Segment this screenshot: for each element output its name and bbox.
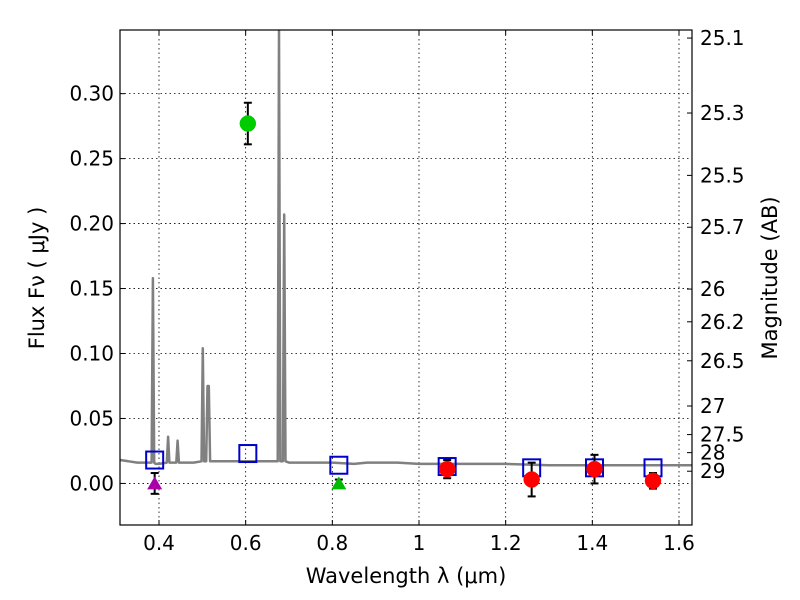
y2-tick-label: 25.5 (700, 163, 745, 187)
upper-limit-marker (147, 476, 163, 490)
x-tick-label: 1 (413, 531, 426, 555)
y-tick-label: 0.10 (69, 342, 114, 366)
model-photometry-point (145, 450, 165, 470)
y2-tick-label: 27 (700, 394, 725, 418)
y-tick-label: 0.20 (69, 212, 114, 236)
y2-axis-label: Magnitude (AB) (758, 196, 782, 359)
y2-tick-label: 27.5 (700, 423, 745, 447)
observed-point (239, 115, 257, 132)
upper-limit-marker (331, 476, 347, 490)
series-layer (120, 30, 692, 498)
y-tick-label: 0.30 (69, 82, 114, 106)
y2-tick-label: 25.7 (700, 215, 745, 239)
grid-layer (120, 30, 692, 525)
x-axis-label: Wavelength λ (μm) (306, 564, 507, 588)
y2-tick-label: 25.1 (700, 26, 745, 50)
tick-layer: 0.4 0.6 0.8 1 1.2 1.4 1.6 0.00 0.05 0.10 0.15 0.20 0… (69, 26, 744, 555)
y2-tick-label: 26.5 (700, 349, 745, 373)
y2-tick-label: 25.3 (700, 101, 745, 125)
y-tick-label: 0.25 (69, 147, 114, 171)
model-photometry-point (329, 455, 349, 475)
x-tick-label: 0.4 (143, 531, 175, 555)
observed-point (523, 471, 540, 488)
model-photometry-point (238, 444, 258, 464)
y2-tick-label: 28 (700, 441, 725, 465)
plot-frame (119, 29, 693, 526)
y-tick-label: 0.05 (69, 406, 114, 430)
spectrum-line (120, 30, 692, 467)
x-tick-label: 0.6 (230, 531, 262, 555)
y-tick-label: 0.15 (69, 277, 114, 301)
observed-point (438, 460, 456, 478)
y-tick-label: 0.00 (69, 471, 114, 495)
y2-tick-label: 26.2 (700, 310, 745, 334)
x-tick-label: 1.4 (576, 531, 608, 555)
plot-border (119, 29, 693, 526)
y-axis-label: Flux Fν ( μJy ) (25, 207, 49, 350)
x-tick-label: 1.2 (490, 531, 522, 555)
observed-point (586, 460, 603, 478)
y2-tick-label: 29 (700, 459, 725, 483)
y2-tick-label: 26 (700, 277, 725, 301)
observed-point (644, 472, 662, 490)
x-tick-label: 1.6 (663, 531, 695, 555)
x-tick-label: 0.8 (316, 531, 348, 555)
